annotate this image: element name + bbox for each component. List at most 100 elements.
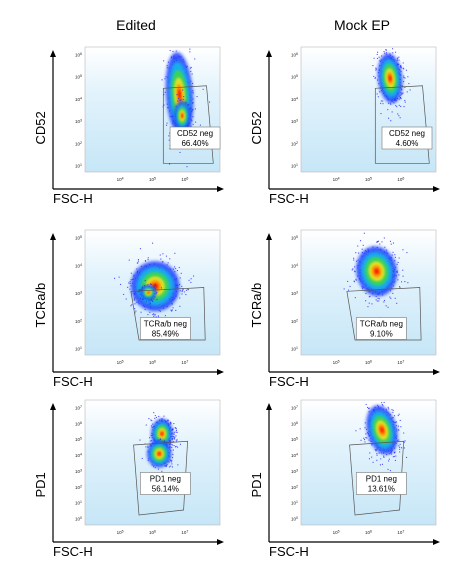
event-dot (139, 248, 141, 250)
event-dot (404, 101, 406, 103)
event-dot (154, 467, 156, 469)
x-tick-label: 105 (149, 177, 156, 183)
y-tick-label: 102 (75, 141, 82, 147)
event-dot (170, 422, 172, 424)
event-dot (403, 432, 405, 434)
event-dot (365, 403, 367, 405)
event-dot (383, 455, 385, 457)
y-tick-label: 103 (291, 291, 298, 297)
y-arrow-head (50, 233, 56, 240)
event-dot (172, 429, 174, 431)
event-dot (398, 56, 400, 58)
event-dot (134, 308, 136, 310)
event-dot (169, 440, 171, 442)
y-axis-label: CD52 (33, 111, 48, 144)
event-dot (377, 240, 379, 242)
event-dot (128, 282, 130, 284)
event-dot (191, 120, 193, 122)
event-dot (192, 123, 194, 125)
event-dot (180, 272, 182, 274)
event-dot (402, 249, 404, 251)
y-tick-label: 104 (75, 96, 82, 102)
gate-label-box (140, 317, 191, 340)
event-dot (398, 439, 400, 441)
event-dot (399, 65, 401, 67)
event-dot (179, 283, 181, 285)
gate-name: TCRa/b neg (360, 320, 403, 329)
event-dot (174, 438, 176, 440)
x-arrow-head (217, 539, 224, 545)
event-dot (395, 455, 397, 457)
event-dot (151, 440, 153, 442)
event-dot (381, 463, 383, 465)
event-dot (190, 281, 192, 283)
y-tick-label: 105 (75, 437, 82, 443)
event-dot (394, 254, 396, 256)
plot-area (84, 46, 221, 173)
event-dot (394, 452, 396, 454)
event-dot (403, 106, 405, 108)
event-dot (169, 163, 171, 165)
event-dot (405, 69, 407, 71)
event-dot (142, 298, 144, 300)
event-dot (196, 96, 198, 98)
event-dot (182, 89, 184, 91)
event-dot (149, 437, 151, 439)
event-dot (385, 49, 387, 51)
x-tick-label: 106 (149, 360, 156, 366)
event-dot (168, 466, 170, 468)
y-arrow-head (50, 50, 56, 57)
event-dot (395, 421, 397, 423)
event-dot (381, 241, 383, 243)
event-dot (172, 50, 174, 52)
event-dot (401, 92, 403, 94)
gate-label-box (140, 472, 191, 495)
y-tick-label: 105 (75, 74, 82, 80)
event-dot (353, 281, 355, 283)
event-dot (133, 298, 135, 300)
gate-label-box (381, 126, 433, 150)
event-dot (170, 309, 172, 311)
event-dot (171, 438, 173, 440)
event-dot (404, 77, 406, 79)
event-dot (376, 241, 378, 243)
event-dot (161, 261, 163, 263)
event-dot (404, 440, 406, 442)
event-dot (153, 285, 155, 287)
event-dot (179, 443, 181, 445)
event-dot (166, 124, 168, 126)
x-tick-label: 105 (333, 360, 340, 366)
event-dot (177, 100, 179, 102)
x-axis-label: FSC-H (53, 191, 93, 206)
event-dot (376, 454, 378, 456)
event-dot (368, 407, 370, 409)
event-dot (371, 303, 373, 305)
event-dot (178, 267, 180, 269)
x-tick-label: 105 (365, 177, 372, 183)
event-dot (362, 244, 364, 246)
event-dot (153, 298, 155, 300)
event-dot (400, 65, 402, 67)
y-tick-label: 103 (75, 119, 82, 125)
event-dot (382, 405, 384, 407)
event-dot (396, 106, 398, 108)
event-dot (188, 279, 190, 281)
event-dot (395, 425, 397, 427)
event-dot (376, 53, 378, 55)
event-dot (398, 274, 400, 276)
event-dot (407, 282, 409, 284)
event-dot (172, 437, 174, 439)
event-dot (175, 435, 177, 437)
event-dot (187, 289, 189, 291)
y-tick-label: 102 (75, 484, 82, 490)
y-arrow-head (266, 233, 272, 240)
y-tick-label: 101 (75, 163, 82, 169)
event-dot (151, 299, 153, 301)
gate-polygon (349, 440, 404, 516)
y-tick-label: 102 (291, 141, 298, 147)
event-dot (189, 48, 191, 50)
event-dot (172, 268, 174, 270)
event-dot (114, 277, 116, 279)
y-tick-label: 106 (291, 421, 298, 427)
event-dot (366, 437, 368, 439)
